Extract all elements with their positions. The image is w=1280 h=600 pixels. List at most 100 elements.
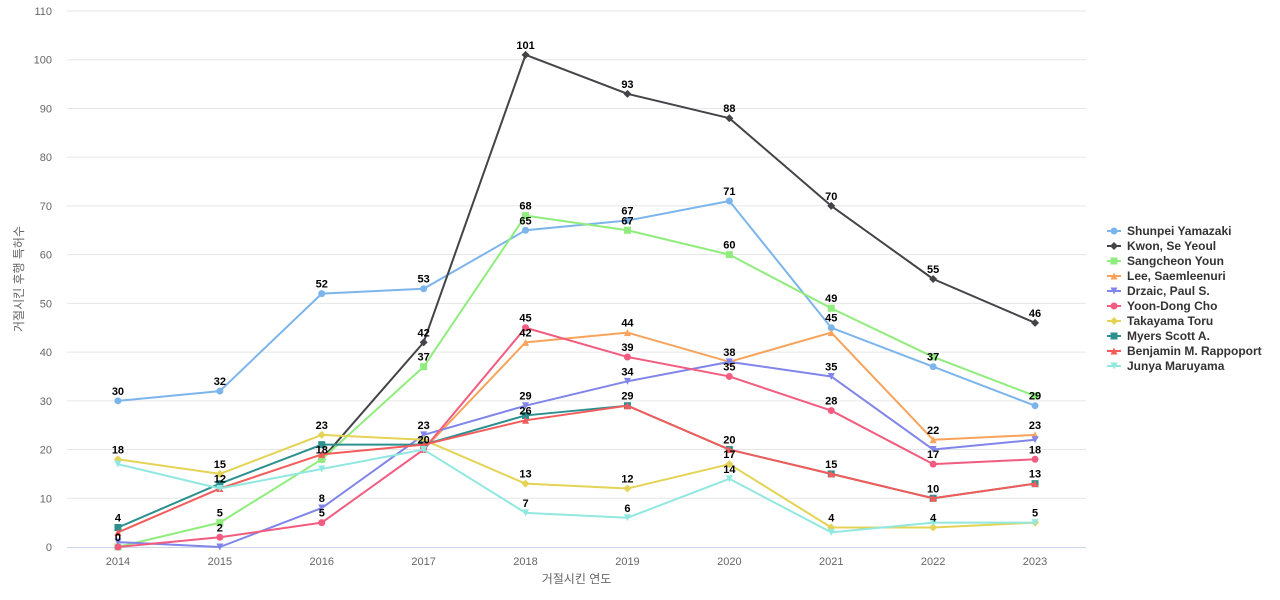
data-point: [725, 475, 733, 483]
data-label: 88: [723, 103, 735, 115]
data-label: 17: [723, 449, 735, 461]
series-layer: [113, 50, 1040, 551]
x-tick-label: 2018: [513, 556, 537, 568]
legend-label: Takayama Toru: [1127, 314, 1213, 328]
series-line: [116, 404, 1037, 534]
series-line: [320, 53, 1037, 461]
data-point: [929, 519, 937, 527]
legend-marker: [1110, 302, 1118, 310]
data-point: [521, 479, 530, 488]
data-point: [623, 514, 631, 522]
data-label: 71: [723, 186, 735, 198]
data-point: [420, 446, 428, 454]
data-label: 45: [519, 313, 531, 325]
data-label: 60: [723, 240, 735, 252]
data-point: [623, 402, 631, 410]
data-point: [929, 446, 937, 454]
y-tick-label: 0: [46, 542, 52, 554]
x-tick-label: 2023: [1023, 556, 1047, 568]
data-point: [522, 509, 530, 517]
x-tick-label: 2021: [819, 556, 843, 568]
data-label: 42: [519, 327, 531, 339]
legend-item-sangcheon-youn[interactable]: Sangcheon Youn: [1107, 254, 1224, 268]
data-point: [522, 411, 530, 419]
data-point: [420, 363, 428, 371]
legend-label: Lee, Saemleenuri: [1127, 269, 1226, 283]
legend-marker: [1110, 242, 1118, 250]
data-label: 20: [723, 435, 735, 447]
y-tick-label: 100: [34, 55, 52, 67]
data-point: [929, 523, 938, 532]
data-label: 15: [214, 459, 226, 471]
legend-marker: [1110, 332, 1118, 340]
y-tick-label: 60: [40, 250, 52, 262]
data-label: 15: [825, 459, 837, 471]
legend-marker: [1110, 272, 1118, 280]
data-point: [1031, 318, 1040, 327]
series-benjamin-m-rappoport: [114, 402, 1039, 536]
data-label: 8: [319, 493, 325, 505]
data-point: [623, 226, 631, 234]
data-label: 4: [828, 513, 835, 525]
data-point: [1031, 480, 1039, 488]
x-tick-label: 2014: [106, 556, 130, 568]
legend-marker: [1110, 287, 1118, 295]
data-point: [623, 217, 631, 225]
data-label: 7: [522, 498, 528, 510]
data-label: 49: [825, 293, 837, 305]
series-kwon-se-yeoul: [317, 50, 1040, 464]
legend-item-kwon-se-yeoul[interactable]: Kwon, Se Yeoul: [1107, 239, 1216, 253]
data-point: [419, 338, 428, 347]
data-label: 23: [316, 420, 328, 432]
data-point: [725, 251, 733, 259]
data-label: 12: [214, 474, 226, 486]
legend-label: Shunpei Yamazaki: [1127, 224, 1232, 238]
data-point: [317, 430, 326, 439]
legend-item-yoon-dong-cho[interactable]: Yoon-Dong Cho: [1107, 299, 1217, 313]
data-point: [318, 465, 326, 473]
data-point: [929, 460, 937, 468]
data-label: 4: [930, 513, 937, 525]
data-label: 22: [927, 425, 939, 437]
grid-lines: [67, 10, 1086, 499]
series-line: [116, 448, 1037, 534]
data-label: 39: [621, 342, 633, 354]
data-label: 28: [825, 396, 837, 408]
legend-item-lee-saemleenuri[interactable]: Lee, Saemleenuri: [1107, 269, 1226, 283]
data-point: [114, 538, 122, 546]
y-tick-label: 40: [40, 347, 52, 359]
data-point: [827, 470, 835, 478]
data-label: 4: [115, 513, 122, 525]
data-point: [725, 197, 733, 205]
data-point: [318, 519, 326, 527]
y-axis-ticks: 0 10 20 30 40 50 60 70 80 90 100 110: [34, 6, 52, 554]
data-point: [216, 485, 224, 493]
data-point: [827, 407, 835, 415]
data-label: 5: [217, 508, 223, 520]
data-label: 29: [1029, 391, 1041, 403]
data-label: 18: [112, 444, 124, 456]
legend-item-benjamin-m-rappoport[interactable]: Benjamin M. Rappoport: [1107, 344, 1262, 358]
data-label: 35: [825, 361, 837, 373]
y-tick-label: 110: [34, 6, 52, 18]
data-label: 70: [825, 191, 837, 203]
data-point: [929, 363, 937, 371]
data-point: [623, 89, 632, 98]
x-tick-label: 2020: [717, 556, 741, 568]
data-label: 20: [418, 435, 430, 447]
data-label: 5: [319, 508, 325, 520]
legend-item-junya-maruyama[interactable]: Junya Maruyama: [1107, 359, 1225, 373]
legend-item-takayama-toru[interactable]: Takayama Toru: [1107, 314, 1213, 328]
legend-item-shunpei-yamazaki[interactable]: Shunpei Yamazaki: [1107, 224, 1232, 238]
data-point: [215, 469, 224, 478]
legend-item-drzaic-paul-s[interactable]: Drzaic, Paul S.: [1107, 284, 1210, 298]
data-point: [420, 285, 428, 293]
series-drzaic-paul-s: [114, 358, 1039, 551]
data-point: [216, 480, 224, 488]
data-label: 42: [418, 327, 430, 339]
legend-item-myers-scott-a[interactable]: Myers Scott A.: [1107, 329, 1210, 343]
data-label: 0: [115, 532, 121, 544]
legend-marker: [1110, 257, 1118, 265]
data-point: [725, 372, 733, 380]
